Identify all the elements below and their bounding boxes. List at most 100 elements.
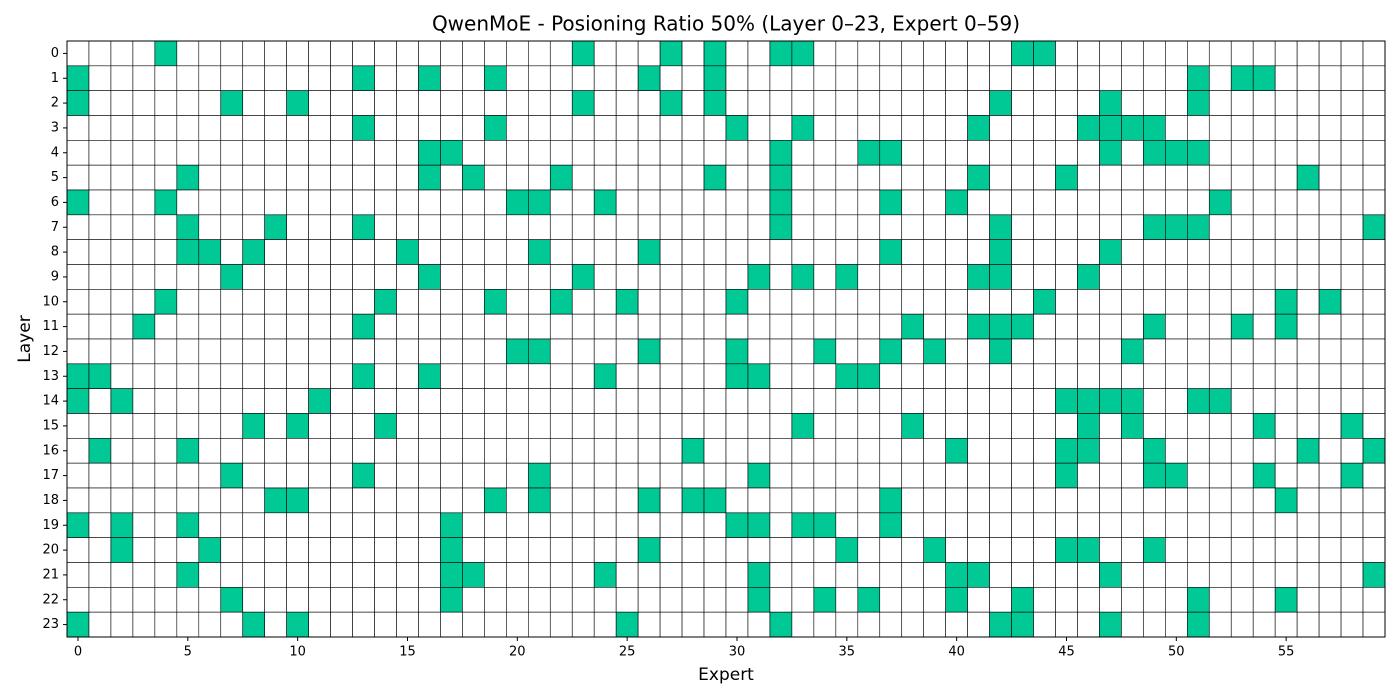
cell <box>1187 65 1210 91</box>
cell <box>264 487 287 514</box>
cell <box>1340 264 1364 290</box>
cell <box>1318 140 1342 166</box>
cell <box>66 214 90 240</box>
cell <box>264 537 287 563</box>
cell <box>484 313 507 340</box>
cell <box>879 164 903 191</box>
cell <box>1165 587 1188 613</box>
cell <box>1165 438 1188 464</box>
cell <box>1187 189 1210 216</box>
cell <box>527 413 551 439</box>
cell <box>879 40 903 67</box>
cell <box>945 438 968 464</box>
cell <box>923 462 946 489</box>
cell <box>88 562 112 588</box>
cell <box>484 611 507 638</box>
cell <box>374 413 397 439</box>
cell <box>132 562 156 588</box>
cell <box>1033 438 1056 464</box>
cell <box>1230 413 1254 439</box>
cell <box>396 413 419 439</box>
cell <box>637 115 661 141</box>
cell <box>110 338 134 365</box>
cell <box>791 115 815 141</box>
cell <box>1121 462 1144 489</box>
cell <box>1208 164 1232 191</box>
cell <box>132 611 156 638</box>
cell <box>989 438 1012 464</box>
cell <box>418 537 441 563</box>
cell <box>176 537 200 563</box>
cell <box>1165 164 1188 191</box>
cell <box>1296 487 1320 514</box>
cell <box>198 313 222 340</box>
cell <box>659 587 683 613</box>
cell <box>176 239 200 265</box>
y-tick-label: 14 <box>42 394 59 409</box>
cell <box>593 587 617 613</box>
cell <box>396 363 419 389</box>
cell <box>396 65 419 91</box>
cell <box>1318 462 1342 489</box>
cell <box>1362 338 1386 365</box>
cell <box>769 264 793 290</box>
cell <box>506 313 529 340</box>
cell <box>374 438 397 464</box>
cell <box>1143 40 1166 67</box>
cell <box>703 487 727 514</box>
cell <box>791 537 815 563</box>
cell <box>330 214 353 240</box>
cell <box>769 562 793 588</box>
cell <box>462 587 485 613</box>
cell <box>813 338 837 365</box>
cell <box>1165 40 1188 67</box>
cell <box>462 214 485 240</box>
cell <box>1208 487 1232 514</box>
cell <box>330 487 353 514</box>
cell <box>659 90 683 116</box>
cell <box>220 140 244 166</box>
cell <box>1318 40 1342 67</box>
cell <box>989 40 1012 67</box>
cell <box>352 90 375 116</box>
cell <box>571 512 595 538</box>
cell <box>1318 487 1342 514</box>
cell <box>901 164 925 191</box>
cell <box>1187 438 1210 464</box>
cell <box>1362 214 1386 240</box>
cell <box>879 537 903 563</box>
cell <box>945 90 968 116</box>
cell <box>462 65 485 91</box>
cell <box>747 313 771 340</box>
cell <box>110 438 134 464</box>
cell <box>835 537 859 563</box>
cell <box>396 140 419 166</box>
cell <box>374 587 397 613</box>
cell <box>176 438 200 464</box>
cell <box>506 115 529 141</box>
cell <box>308 338 331 365</box>
cell <box>945 264 968 290</box>
cell <box>374 115 397 141</box>
cell <box>440 214 463 240</box>
cell <box>725 214 749 240</box>
cell <box>1011 214 1034 240</box>
cell <box>110 313 134 340</box>
cell <box>527 40 551 67</box>
cell <box>1121 587 1144 613</box>
cell <box>1296 562 1320 588</box>
cell <box>967 338 990 365</box>
cell <box>945 587 968 613</box>
cell <box>1033 487 1056 514</box>
cell <box>835 438 859 464</box>
cell <box>637 189 661 216</box>
cell <box>703 438 727 464</box>
cell <box>1011 289 1034 315</box>
cell <box>176 40 200 67</box>
cell <box>132 363 156 389</box>
cell <box>462 512 485 538</box>
cell <box>66 189 90 216</box>
cell <box>791 611 815 638</box>
cell <box>747 338 771 365</box>
cell <box>769 115 793 141</box>
